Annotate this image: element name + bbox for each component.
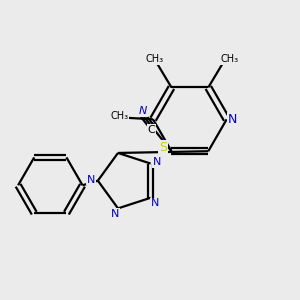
Text: N: N [227, 113, 237, 126]
Text: CH₃: CH₃ [221, 54, 239, 64]
Text: S: S [159, 141, 167, 154]
Text: N: N [151, 198, 159, 208]
Text: N: N [87, 175, 95, 185]
Text: N: N [152, 157, 161, 167]
Text: N: N [111, 209, 119, 219]
Text: CH₃: CH₃ [110, 111, 128, 121]
Text: CH₃: CH₃ [146, 54, 164, 64]
Text: C: C [148, 125, 155, 135]
Text: N: N [139, 106, 147, 116]
